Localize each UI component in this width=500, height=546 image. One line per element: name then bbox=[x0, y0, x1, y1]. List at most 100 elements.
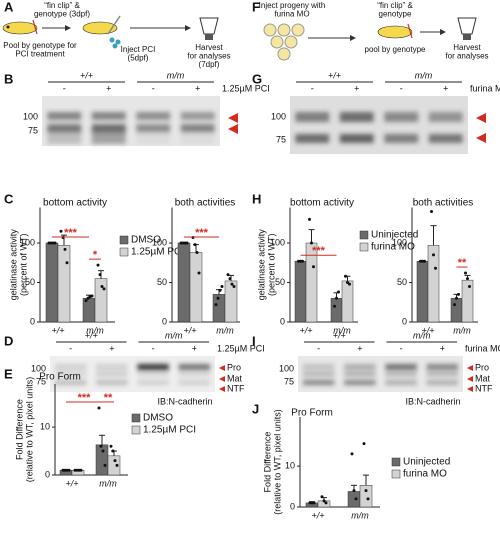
step-text: for analyses bbox=[445, 52, 488, 61]
data-point bbox=[193, 243, 197, 247]
blot-image bbox=[290, 96, 468, 154]
x-tick-label: +/+ bbox=[51, 325, 64, 335]
panel-label: H bbox=[252, 191, 261, 206]
lane-sign: + bbox=[354, 83, 359, 93]
data-point bbox=[350, 452, 354, 456]
blot-band bbox=[137, 380, 169, 385]
data-point bbox=[312, 265, 315, 269]
significance-label: *** bbox=[195, 227, 209, 239]
band-label: NTF bbox=[227, 383, 245, 393]
data-point bbox=[214, 303, 218, 307]
chart-title: Pro Form bbox=[39, 372, 81, 383]
data-point bbox=[100, 284, 104, 288]
x-tick-label: +/+ bbox=[65, 478, 78, 488]
x-tick-label: m/m bbox=[216, 325, 234, 335]
data-point bbox=[430, 209, 433, 213]
data-point bbox=[432, 253, 435, 257]
legend-label: DMSO bbox=[143, 413, 173, 424]
step-text: “fin clip” & bbox=[377, 1, 413, 10]
antibody-label: IB:N-cadherin bbox=[405, 396, 460, 406]
data-point bbox=[67, 468, 71, 472]
blot-band bbox=[302, 380, 335, 385]
step-text: (7dpf) bbox=[199, 60, 220, 69]
y-axis-label: gelatinase activity bbox=[8, 229, 18, 301]
blot-band bbox=[180, 112, 215, 120]
legend-label: Uninjected bbox=[371, 230, 418, 241]
mw-marker: 100 bbox=[23, 111, 38, 121]
data-point bbox=[468, 284, 471, 288]
treatment-label: furina MO bbox=[470, 83, 500, 93]
band-arrow bbox=[219, 365, 225, 371]
y-axis-label: (percent of WT) bbox=[266, 233, 276, 296]
blot-band bbox=[344, 380, 376, 385]
blot-band bbox=[54, 372, 87, 376]
blot-band bbox=[54, 364, 87, 370]
chart-title: bottom activity bbox=[43, 198, 107, 209]
data-point bbox=[53, 241, 57, 245]
treatment-label: 1.25µM PCI bbox=[222, 83, 270, 93]
x-tick-label: +/+ bbox=[183, 325, 196, 335]
bar bbox=[427, 245, 440, 323]
chart-title: both activities bbox=[175, 198, 236, 209]
lane-sign: + bbox=[192, 343, 197, 353]
schematic-f bbox=[263, 17, 477, 61]
mw-marker: 75 bbox=[284, 376, 294, 386]
data-point bbox=[352, 489, 356, 493]
blot-band bbox=[295, 112, 330, 122]
step-text: for analyses bbox=[187, 52, 230, 61]
lane-sign: + bbox=[109, 343, 114, 353]
y-tick-label: 50 bbox=[157, 277, 167, 287]
panel-label: B bbox=[4, 71, 13, 86]
significance-label: ** bbox=[104, 392, 113, 404]
y-tick-label: 10 bbox=[40, 421, 50, 431]
lane-sign: + bbox=[357, 343, 362, 353]
blot-band bbox=[344, 364, 376, 370]
legend-label: DMSO bbox=[131, 235, 161, 246]
schematic-a bbox=[2, 15, 219, 49]
lane-sign: - bbox=[317, 343, 320, 353]
bar bbox=[82, 298, 96, 323]
x-tick-label: m/m bbox=[86, 325, 104, 335]
blot-band bbox=[178, 380, 211, 385]
mw-marker: 100 bbox=[279, 363, 294, 373]
band-arrowhead bbox=[476, 113, 486, 123]
bar bbox=[57, 245, 71, 323]
mw-marker: 75 bbox=[28, 125, 38, 135]
step-text: Harvest bbox=[195, 43, 223, 52]
blot-band bbox=[91, 130, 126, 144]
blot-band bbox=[91, 112, 126, 120]
blot-band bbox=[385, 380, 417, 385]
bar bbox=[95, 444, 109, 476]
legend-swatch bbox=[359, 230, 369, 240]
bar bbox=[189, 252, 203, 323]
data-point bbox=[337, 290, 340, 294]
legend-swatch bbox=[131, 413, 141, 423]
genotype-label: m/m bbox=[165, 330, 183, 340]
blot-band bbox=[339, 134, 374, 143]
data-point bbox=[366, 497, 370, 501]
band-arrow bbox=[219, 376, 225, 382]
y-tick-label: 100 bbox=[152, 237, 167, 247]
panel-label: C bbox=[4, 191, 14, 206]
panel-label: E bbox=[4, 366, 13, 381]
antibody-label: IB:N-cadherin bbox=[157, 396, 212, 406]
bar bbox=[45, 242, 59, 323]
legend-swatch bbox=[119, 235, 129, 245]
blot-band bbox=[180, 124, 215, 132]
bar bbox=[347, 491, 361, 508]
data-point bbox=[310, 241, 313, 245]
lane-sign: - bbox=[400, 83, 403, 93]
data-point bbox=[335, 296, 338, 300]
data-point bbox=[90, 294, 94, 298]
y-tick-label: 50 bbox=[25, 277, 35, 287]
panel-label: F bbox=[252, 0, 260, 14]
significance-label: *** bbox=[78, 392, 92, 404]
blot-band bbox=[426, 380, 459, 385]
legend-swatch bbox=[131, 425, 141, 435]
x-tick-label: m/m bbox=[351, 510, 369, 520]
legend-label: furina MO bbox=[371, 242, 415, 253]
data-point bbox=[308, 217, 311, 221]
step-text: Inject progeny with bbox=[259, 1, 326, 10]
x-tick-label: +/+ bbox=[421, 325, 434, 335]
